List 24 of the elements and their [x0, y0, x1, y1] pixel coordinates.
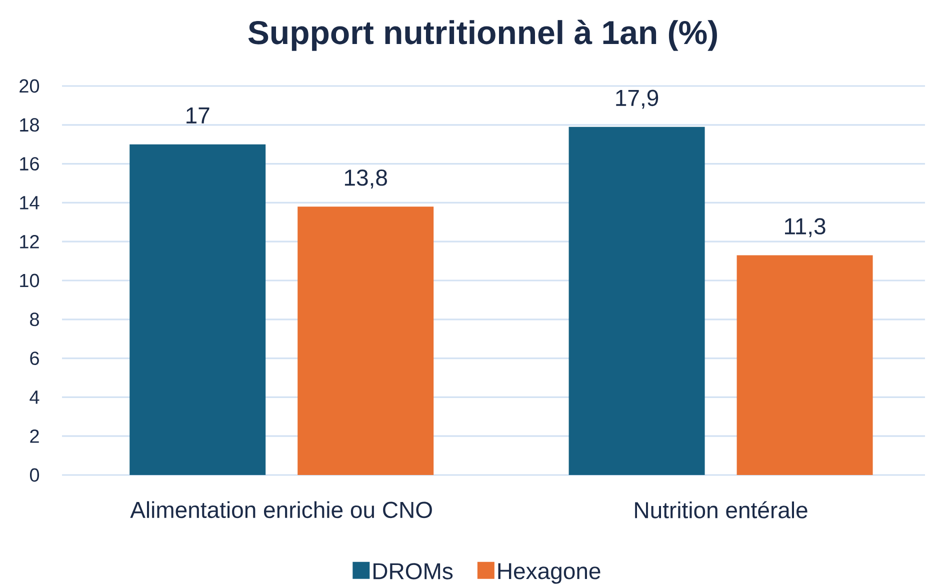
y-tick-label: 16 — [20, 157, 39, 171]
data-label: 13,8 — [344, 170, 387, 189]
y-tick-label: 0 — [30, 468, 40, 482]
y-tick-label: 4 — [30, 390, 40, 404]
y-tick-label: 2 — [30, 429, 39, 443]
bar — [736, 255, 873, 475]
chart-title: Support nutritionnel à 1an (%) — [248, 20, 717, 51]
x-tick-label: Nutrition entérale — [635, 501, 808, 518]
data-label: 17 — [186, 108, 210, 124]
y-tick-label: 14 — [20, 196, 40, 210]
y-tick-label: 12 — [20, 234, 39, 248]
data-label: 11,3 — [785, 218, 826, 238]
bar — [298, 206, 434, 475]
y-tick-label: 20 — [20, 79, 40, 93]
bar — [130, 144, 266, 475]
data-label: 17,9 — [616, 90, 658, 109]
y-tick-label: 18 — [20, 118, 39, 132]
y-tick-label: 6 — [30, 352, 39, 366]
legend-label: DROMs — [374, 563, 453, 580]
y-tick-label: 8 — [30, 312, 39, 326]
legend-label: Hexagone — [498, 563, 600, 584]
bar — [568, 126, 705, 475]
y-tick-label: 10 — [20, 274, 40, 288]
x-tick-label: Alimentation enrichie ou CNO — [130, 501, 432, 518]
